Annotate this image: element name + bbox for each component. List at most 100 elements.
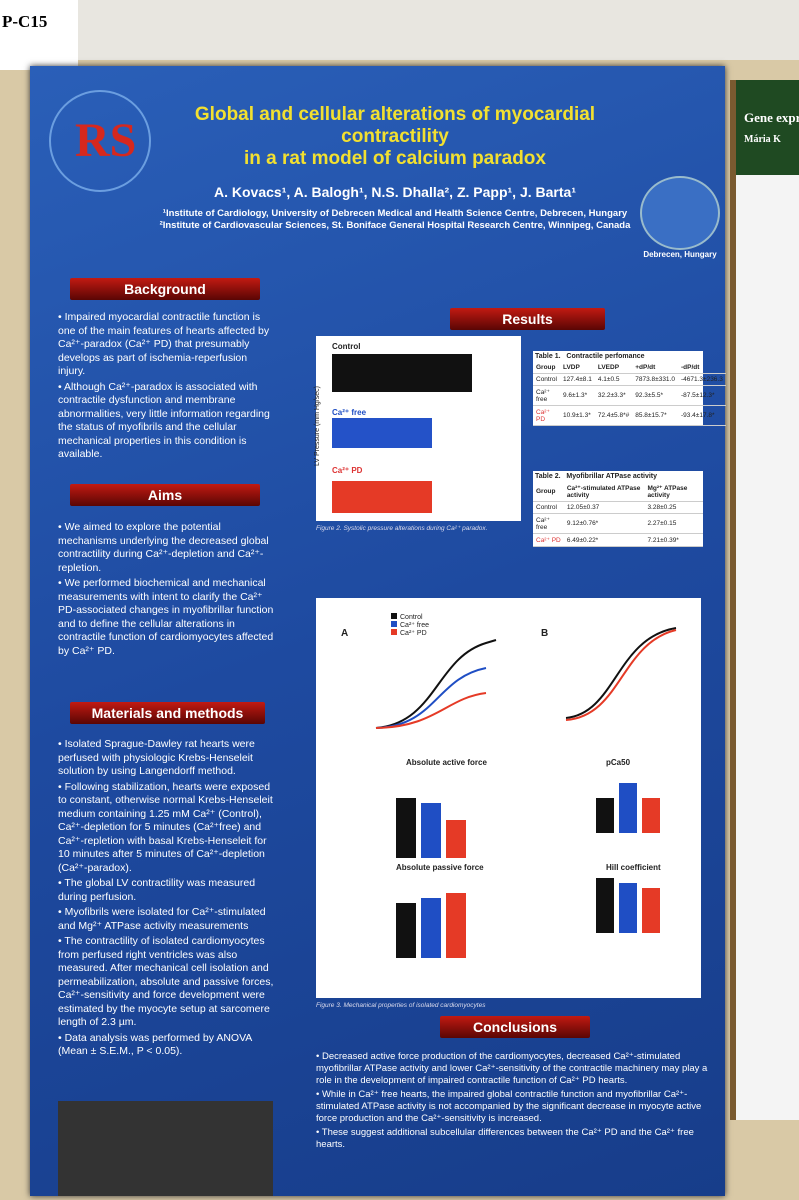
table-cell: 85.8±15.7*	[632, 405, 678, 426]
y-label: LV Pressure (mm Hg/sec)	[314, 386, 321, 466]
column-header: Group	[533, 482, 564, 502]
section-text: • Isolated Sprague-Dawley rat hearts wer…	[58, 738, 276, 1061]
paragraph: • Decreased active force production of t…	[316, 1051, 708, 1086]
column-header: LVEDP	[594, 362, 633, 374]
neighbor-author: Mária K	[744, 134, 781, 145]
legend-label: Control	[400, 614, 423, 621]
affiliation: ²Institute of Cardiovascular Sciences, S…	[159, 220, 631, 231]
legend-label: Ca²⁺ free	[400, 622, 429, 629]
table-cell: 9.12±0.76*	[563, 513, 645, 534]
paragraph: • We performed biochemical and mechanica…	[58, 577, 274, 657]
table-cell: Ca²⁺ PD	[533, 405, 560, 426]
table: Group Ca²⁺-stimulated ATPase activity Mg²⁺…	[533, 482, 703, 547]
paragraph: • Although Ca²⁺-paradox is associated wi…	[58, 380, 270, 461]
neighbor-title-text: Gene expression	[744, 110, 799, 125]
legend-entry: Ca²⁺ PD	[391, 629, 429, 637]
legend-swatch	[391, 613, 397, 619]
table-cell: -4671.3±236.3	[677, 373, 726, 386]
header-row: Group Ca²⁺-stimulated ATPase activity Mg²⁺…	[533, 482, 703, 502]
table: Group LVDP LVEDP +dP/dt -dP/dt Control 127.4±8…	[533, 362, 726, 426]
trace	[332, 354, 472, 392]
table-row: Ca²⁺ PD 6.49±0.22* 7.21±0.39*	[533, 533, 703, 547]
section-heading: Aims	[70, 484, 260, 506]
neighbor-poster: Gene expression Mária K	[730, 80, 799, 1120]
table-label: Table 2.	[535, 473, 561, 480]
table-row: Ca²⁺ PD 10.9±1.3* 72.4±5.8*# 85.8±15.7* -93.…	[533, 405, 726, 426]
legend-entry: Control	[391, 613, 429, 621]
paragraph: • The global LV contractility was measur…	[58, 877, 256, 903]
section-text: • Impaired myocardial contractile functi…	[58, 311, 276, 464]
affiliations: ¹Institute of Cardiology, University of …	[150, 208, 640, 232]
table-cell: Ca²⁺ PD	[533, 533, 564, 547]
column-header: +dP/dt	[632, 362, 678, 374]
panel-title: pCa50	[606, 758, 631, 767]
paragraph: • Impaired myocardial contractile functi…	[58, 311, 270, 377]
section-text: • We aimed to explore the potential mech…	[58, 521, 276, 660]
paragraph: • Data analysis was performed by ANOVA (…	[58, 1031, 252, 1058]
trace-label: Ca²⁺ PD	[332, 466, 363, 475]
table-cell: Ca²⁺ free	[533, 385, 560, 406]
figure-3: Absolute active force Absolute passive f…	[316, 598, 701, 998]
figure-3-plots	[375, 627, 677, 958]
trace	[332, 418, 432, 448]
wall	[0, 0, 799, 60]
authors: A. Kovacs¹, A. Balogh¹, N.S. Dhalla², Z.…	[214, 184, 576, 200]
table-row: Control 127.4±8.1 4.1±0.5 7873.8±331.0 -4671…	[533, 373, 726, 386]
trace	[332, 481, 432, 513]
paragraph: • We aimed to explore the potential mech…	[58, 521, 269, 574]
caption: Figure 3. Mechanical properties of isola…	[316, 1002, 486, 1009]
table-cell: 3.28±0.25	[644, 501, 703, 514]
legend-entry: Ca²⁺ free	[391, 621, 429, 629]
panel-title: Absolute passive force	[396, 863, 484, 872]
affiliation: ¹Institute of Cardiology, University of …	[162, 208, 628, 219]
table-cell: 4.1±0.5	[594, 373, 633, 386]
legend-swatch	[391, 629, 397, 635]
poster: RS Debrecen, Hungary Global and cellular…	[30, 66, 726, 1196]
header-row: Group LVDP LVEDP +dP/dt -dP/dt	[533, 362, 726, 374]
photo	[58, 1101, 273, 1196]
column-header: Mg²⁺ ATPase activity	[644, 482, 703, 502]
table-title: Table 1. Contractile perfomance	[533, 351, 703, 362]
section-text: • Decreased active force production of t…	[316, 1051, 711, 1153]
title-line: Global and cellular alterations of myoca…	[194, 104, 596, 147]
table-title-text: Myofibrillar ATPase activity	[566, 473, 658, 480]
caption: Figure 2. Systolic pressure alterations …	[316, 525, 488, 532]
table-row: Control 12.05±0.37 3.28±0.25	[533, 501, 703, 514]
figure-2: Control Ca²⁺ free Ca²⁺ PD LV Pressure (m…	[314, 336, 521, 521]
table-cell: 32.2±3.3*	[594, 385, 633, 406]
panel-label: A	[341, 628, 349, 639]
logo-circle	[640, 176, 720, 250]
table-cell: 12.05±0.37	[563, 501, 645, 514]
table-cell: 2.27±0.15	[644, 513, 703, 534]
trace-label: Control	[332, 342, 361, 351]
section-heading: Results	[450, 308, 605, 330]
legend: Control Ca²⁺ free Ca²⁺ PD	[391, 613, 429, 637]
paragraph: • Myofibrils were isolated for Ca²⁺-stim…	[58, 906, 266, 932]
table-label: Table 1.	[535, 353, 561, 360]
paragraph: • While in Ca²⁺ free hearts, the impaire…	[316, 1089, 702, 1124]
svg-text:RS: RS	[75, 114, 136, 167]
title: Global and cellular alterations of myoca…	[160, 104, 630, 170]
table-row: Ca²⁺ free 9.12±0.76* 2.27±0.15	[533, 513, 703, 534]
table-cell: Control	[533, 501, 564, 514]
table-cell: -93.4±17.8*	[677, 405, 726, 426]
table-2: Table 2. Myofibrillar ATPase activity Gr…	[533, 471, 703, 547]
logo-right: Debrecen, Hungary	[640, 176, 720, 259]
table-cell: 6.49±0.22*	[563, 533, 645, 547]
paragraph: • The contractility of isolated cardiomy…	[58, 935, 274, 1028]
sign: P-C15	[0, 0, 78, 70]
column-header: -dP/dt	[677, 362, 726, 374]
column-header: Ca²⁺-stimulated ATPase activity	[563, 482, 645, 502]
table-cell: -87.5±12.3*	[677, 385, 726, 406]
logo-left: RS	[49, 90, 151, 192]
column-header: Group	[533, 362, 560, 374]
table-cell: 72.4±5.8*#	[594, 405, 633, 426]
table-title: Table 2. Myofibrillar ATPase activity	[533, 471, 703, 482]
panel-label: B	[541, 628, 549, 639]
section-heading: Conclusions	[440, 1016, 590, 1038]
paragraph: • These suggest additional subcellular d…	[316, 1127, 694, 1150]
column-header: LVDP	[559, 362, 595, 374]
trace-label: Ca²⁺ free	[332, 408, 367, 417]
section-heading: Materials and methods	[70, 702, 265, 724]
